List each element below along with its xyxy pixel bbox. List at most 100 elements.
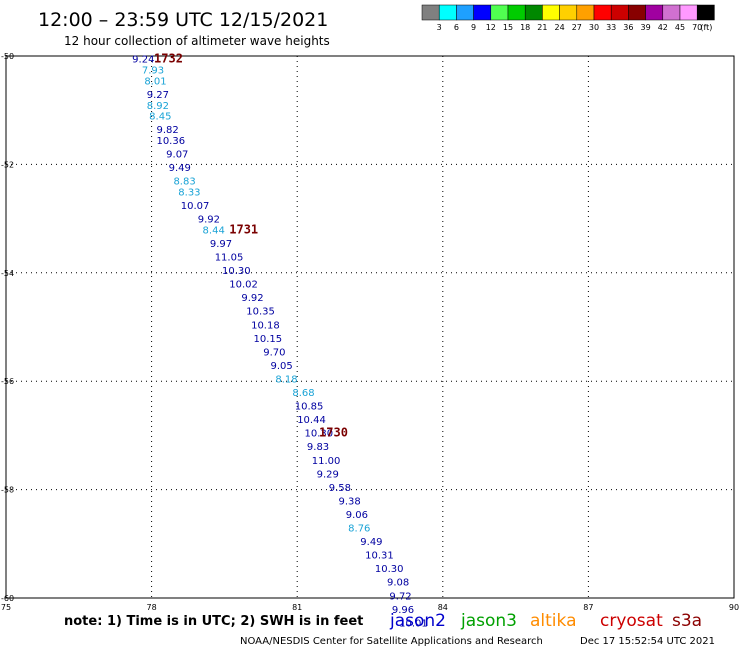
color-scale-unit: (ft): [700, 23, 712, 32]
color-scale-label: 3: [437, 23, 442, 32]
color-scale-label: 18: [520, 23, 530, 32]
wave-height-label: 9.92: [198, 215, 220, 226]
wave-height-label: 10.44: [297, 415, 326, 426]
wave-height-label: 8.45: [149, 112, 171, 123]
color-scale-label: 30: [589, 23, 599, 32]
color-scale-label: 70: [692, 23, 702, 32]
footnote: note: 1) Time is in UTC; 2) SWH is in fe…: [64, 614, 363, 629]
wave-height-label: 9.70: [263, 347, 285, 358]
y-tick-label: -60: [1, 594, 14, 603]
wave-height-label: 10.07: [181, 201, 210, 212]
y-tick-label: -52: [1, 160, 14, 169]
color-scale-label: 6: [454, 23, 459, 32]
satellite-label-altika: altika: [530, 611, 577, 631]
y-tick-label: -58: [1, 486, 14, 495]
wave-height-label: 8.83: [173, 177, 195, 188]
color-scale-label: 15: [503, 23, 513, 32]
wave-height-label: 8.44: [203, 225, 225, 236]
wave-height-label: 10.01: [399, 618, 428, 629]
color-scale-swatch: [524, 4, 543, 21]
wave-height-label: 9.83: [307, 442, 329, 453]
y-tick-label: -54: [1, 269, 14, 278]
x-tick-label: 87: [583, 603, 593, 612]
wave-height-label: 10.85: [295, 402, 324, 413]
wave-height-label: 10.35: [246, 307, 275, 318]
generated-timestamp: Dec 17 15:52:54 UTC 2021: [580, 636, 715, 647]
color-scale-label: 12: [486, 23, 496, 32]
wave-height-label: 8.33: [178, 188, 200, 199]
wave-height-label: 9.08: [387, 578, 409, 589]
color-scale-label: 36: [623, 23, 633, 32]
wave-height-label: 9.49: [360, 537, 382, 548]
color-scale-swatch: [696, 4, 715, 21]
satellite-label-cryosat: cryosat: [600, 611, 663, 631]
y-tick-label: -56: [1, 377, 14, 386]
wave-height-label: 9.96: [392, 605, 414, 616]
wave-height-label: 9.58: [329, 483, 351, 494]
color-scale-swatch: [662, 4, 681, 21]
color-scale-label: 39: [641, 23, 651, 32]
wave-height-label: 10.30: [304, 429, 333, 440]
color-scale-swatch: [593, 4, 612, 21]
wave-height-label: 9.29: [317, 469, 339, 480]
wave-height-label: 10.15: [254, 334, 283, 345]
color-scale-label: 42: [658, 23, 668, 32]
satellite-label-jason3: jason3: [460, 611, 517, 631]
color-scale-swatch: [421, 4, 440, 21]
color-scale-legend: 3 6 9 12 15 18 21 24 27 30 33 36 39 42 45 70(ft): [421, 4, 715, 32]
wave-height-label: 10.36: [156, 136, 185, 147]
wave-height-label: 9.07: [166, 150, 188, 161]
color-scale-swatch: [456, 4, 474, 21]
x-tick-label: 75: [1, 603, 11, 612]
y-tick-label: -50: [1, 52, 14, 61]
wave-height-label: 9.24: [132, 55, 154, 66]
wave-height-label: 8.01: [144, 76, 166, 87]
color-scale-swatch: [542, 4, 560, 21]
pass-time-label: 1732: [154, 52, 183, 66]
graticule: [6, 56, 734, 598]
credit-line: NOAA/NESDIS Center for Satellite Applica…: [240, 636, 543, 647]
x-tick-label: 84: [438, 603, 448, 612]
color-scale-swatch: [473, 4, 492, 21]
color-scale-swatch: [679, 4, 698, 21]
pass-time-label: 1731: [229, 222, 258, 236]
color-scale-label: 24: [555, 23, 565, 32]
map-frame: [5, 55, 735, 599]
wave-height-label: 8.18: [275, 374, 297, 385]
axis-ticks: 75 78 81 84 87 90 -50 -52 -54 -56 -58 -60: [1, 52, 739, 612]
color-scale-label: 45: [675, 23, 685, 32]
color-scale-label: 27: [572, 23, 582, 32]
wave-height-label: 9.82: [156, 125, 178, 136]
wave-height-label: 7.93: [142, 66, 164, 77]
color-scale-swatch: [438, 4, 457, 21]
x-tick-label: 78: [147, 603, 157, 612]
pass-time-labels: 1732 1731 1730: [154, 52, 348, 440]
color-scale-swatch: [576, 4, 595, 21]
wave-height-label: 9.05: [271, 361, 293, 372]
wave-height-label: 8.68: [292, 388, 314, 399]
wave-height-label: 10.02: [229, 280, 258, 291]
wave-height-label: 8.92: [147, 101, 169, 112]
wave-height-label: 10.18: [251, 320, 280, 331]
wave-height-label: 10.31: [365, 551, 394, 562]
x-tick-label: 81: [292, 603, 302, 612]
wave-height-label: 9.06: [346, 510, 368, 521]
color-scale-label: 33: [606, 23, 616, 32]
wave-height-label: 9.38: [338, 496, 360, 507]
satellite-legend: jason2 jason3 altika cryosat s3a: [389, 611, 702, 631]
color-scale-label: 9: [471, 23, 476, 32]
wave-height-label: 9.49: [169, 163, 191, 174]
wave-height-label: 10.30: [222, 266, 251, 277]
color-scale-swatch: [610, 4, 629, 21]
color-scale-swatch: [507, 4, 526, 21]
pass-time-label: 1730: [319, 426, 348, 440]
wave-height-label: 9.72: [389, 591, 411, 602]
color-scale-swatch: [559, 4, 578, 21]
wave-height-label: 9.97: [210, 239, 232, 250]
wave-height-label: 11.00: [312, 456, 341, 467]
wave-height-label: 11.05: [215, 253, 244, 264]
wave-height-label: 9.27: [147, 90, 169, 101]
color-scale-swatch: [628, 4, 646, 21]
